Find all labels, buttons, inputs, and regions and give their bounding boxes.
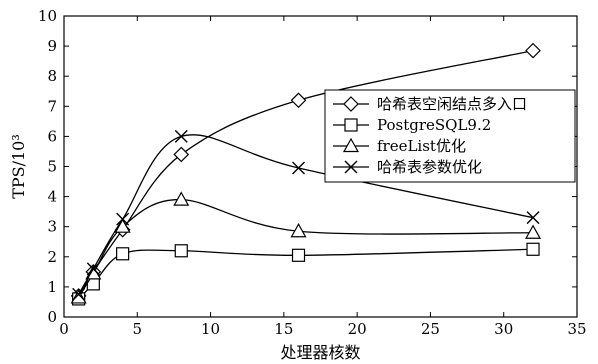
data-point	[174, 129, 188, 143]
data-point	[86, 262, 100, 276]
series-4	[72, 129, 540, 301]
x-tick-label: 5	[133, 320, 143, 338]
legend-label: 哈希表空闲结点多入口	[377, 95, 527, 113]
legend-marker	[344, 160, 358, 174]
legend-label: PostgreSQL9.2	[377, 116, 491, 134]
data-point	[114, 218, 131, 233]
series-3	[70, 191, 542, 304]
x-tick-label: 25	[421, 320, 440, 338]
marker-x-stroke	[174, 129, 188, 143]
axes: 0 5 10 15 20 25 30 35 0 1 2 3 4 5 6 7 8 9 10	[38, 7, 587, 338]
y-tick-label: 1	[47, 278, 57, 296]
legend-marker	[342, 137, 360, 153]
marker-x-stroke	[526, 211, 540, 225]
data-point	[291, 248, 306, 262]
y-tick-label: 10	[38, 7, 57, 25]
legend-label: 哈希表参数优化	[377, 158, 482, 176]
y-tick-label: 5	[47, 158, 57, 176]
data-point	[292, 161, 306, 175]
legend-entry: 哈希表空闲结点多入口	[333, 95, 527, 113]
data-point	[525, 42, 541, 59]
x-tick-label: 0	[59, 320, 69, 338]
marker-x-stroke	[292, 161, 306, 175]
y-tick-label: 3	[47, 218, 57, 236]
legend-entry: 哈希表参数优化	[333, 158, 482, 176]
legend-label: freeList优化	[377, 137, 466, 155]
data-point	[526, 211, 540, 225]
data-point	[173, 191, 190, 206]
series-group	[70, 42, 542, 306]
x-axis-title: 处理器核数	[280, 343, 360, 362]
series-2	[72, 242, 540, 306]
y-tick-label: 4	[47, 188, 57, 206]
data-point	[174, 244, 188, 258]
data-point	[72, 287, 86, 301]
y-tick-label: 0	[47, 308, 57, 326]
data-point	[290, 222, 307, 238]
marker-x-stroke	[72, 287, 86, 301]
data-point	[116, 212, 130, 226]
marker-x-stroke	[344, 160, 358, 174]
x-tick-label: 35	[567, 320, 586, 338]
data-point	[525, 224, 542, 239]
y-tick-label: 2	[47, 248, 57, 266]
data-point	[290, 92, 307, 109]
y-tick-label: 9	[47, 37, 57, 55]
x-tick-label: 20	[348, 320, 367, 338]
marker-x-stroke	[86, 262, 100, 276]
marker-x-stroke	[116, 212, 130, 226]
y-tick-label: 6	[47, 127, 57, 145]
data-point	[173, 146, 190, 163]
data-point	[526, 242, 540, 256]
legend-marker	[344, 118, 358, 132]
legend-entry: freeList优化	[333, 137, 466, 155]
data-point	[70, 289, 87, 304]
y-axis-title: TPS/10³	[9, 134, 28, 199]
y-tick-label: 8	[47, 67, 57, 85]
x-tick-label: 30	[494, 320, 513, 338]
x-tick-label: 10	[201, 320, 220, 338]
series-line	[78, 248, 534, 300]
legend-entry: PostgreSQL9.2	[333, 116, 491, 134]
x-tick-label: 15	[274, 320, 293, 338]
series-line	[78, 198, 534, 298]
legend-marker	[343, 96, 359, 112]
y-tick-label: 7	[47, 97, 57, 115]
data-point	[116, 247, 130, 261]
